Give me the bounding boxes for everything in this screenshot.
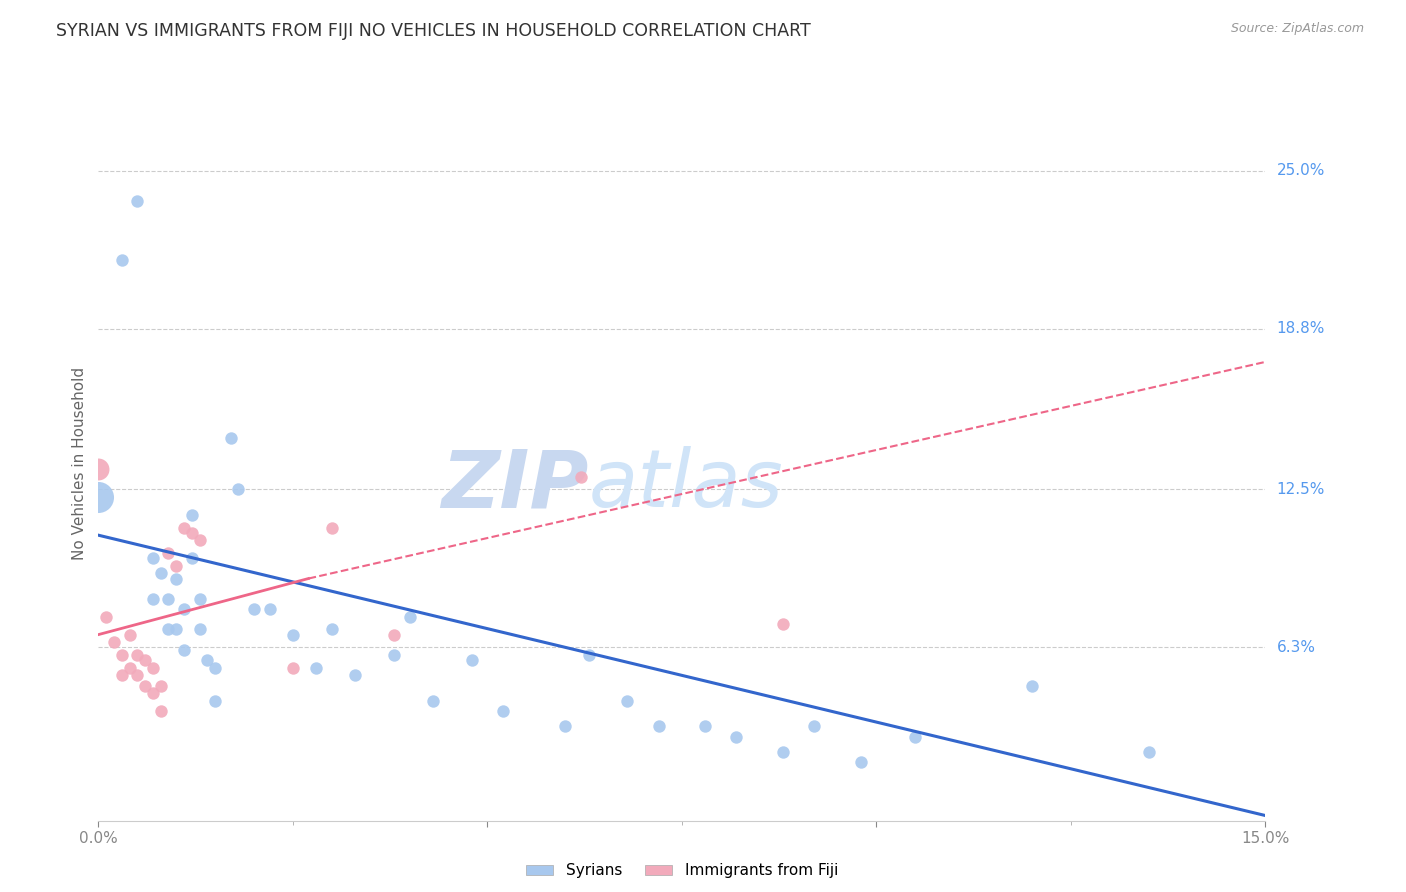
Point [1137,745,1160,759]
Point [165,623,187,637]
Point [803,719,825,733]
Point [422,694,444,708]
Point [461,653,484,667]
Point [142,591,165,606]
Point [492,704,515,718]
Point [772,617,794,632]
Point [134,653,156,667]
Text: 12.5%: 12.5% [1277,482,1324,497]
Point [127,648,149,662]
Point [157,591,180,606]
Point [281,627,304,641]
Point [87,462,110,476]
Text: 25.0%: 25.0% [1277,163,1324,178]
Point [281,661,304,675]
Point [204,694,226,708]
Text: atlas: atlas [589,446,783,524]
Point [103,635,125,649]
Point [1021,679,1043,693]
Text: ZIP: ZIP [441,446,589,524]
Point [188,623,211,637]
Point [142,661,165,675]
Point [118,627,141,641]
Point [305,661,328,675]
Point [243,602,266,616]
Point [127,194,149,209]
Point [149,566,172,581]
Point [173,520,195,534]
Point [87,490,110,504]
Point [180,525,202,540]
Point [259,602,281,616]
Point [173,643,195,657]
Point [180,551,202,566]
Point [616,694,638,708]
Point [569,469,592,483]
Point [118,661,141,675]
Legend: Syrians, Immigrants from Fiji: Syrians, Immigrants from Fiji [520,857,844,884]
Point [149,704,172,718]
Point [111,668,134,682]
Text: 18.8%: 18.8% [1277,321,1324,336]
Text: SYRIAN VS IMMIGRANTS FROM FIJI NO VEHICLES IN HOUSEHOLD CORRELATION CHART: SYRIAN VS IMMIGRANTS FROM FIJI NO VEHICL… [56,22,811,40]
Y-axis label: No Vehicles in Household: No Vehicles in Household [72,368,87,560]
Point [772,745,794,759]
Point [904,730,927,744]
Point [382,648,405,662]
Text: Source: ZipAtlas.com: Source: ZipAtlas.com [1230,22,1364,36]
Point [849,755,872,769]
Point [188,591,211,606]
Point [142,551,165,566]
Point [127,668,149,682]
Point [321,520,343,534]
Point [165,558,187,573]
Point [321,623,343,637]
Point [157,623,180,637]
Point [180,508,202,522]
Point [554,719,576,733]
Point [96,609,118,624]
Point [344,668,367,682]
Point [195,653,218,667]
Point [173,602,195,616]
Point [725,730,748,744]
Point [188,533,211,548]
Point [142,686,165,700]
Point [647,719,669,733]
Point [398,609,420,624]
Point [111,252,134,267]
Point [228,483,250,497]
Point [204,661,226,675]
Point [219,431,242,445]
Point [134,679,156,693]
Text: 6.3%: 6.3% [1277,640,1316,655]
Point [157,546,180,560]
Point [111,648,134,662]
Point [149,679,172,693]
Point [382,627,405,641]
Point [165,572,187,586]
Point [695,719,717,733]
Point [578,648,600,662]
